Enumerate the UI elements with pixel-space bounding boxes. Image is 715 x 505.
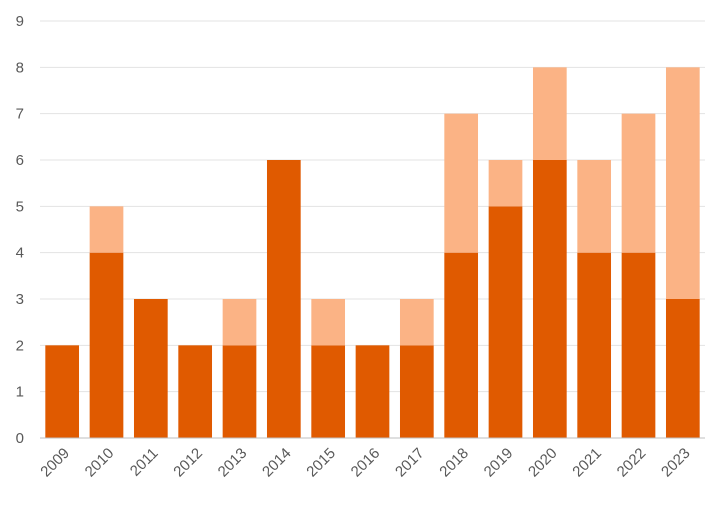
- bar-segment-2016-series-1: [355, 345, 390, 438]
- bar-segment-2014-series-1: [266, 160, 301, 438]
- x-tick-label-2020: 2020: [525, 445, 561, 481]
- y-tick-label: 8: [16, 59, 24, 76]
- bar-segment-2018-series-1: [444, 252, 479, 438]
- bar-segment-2011-series-1: [133, 299, 168, 438]
- y-tick-label: 4: [16, 245, 24, 262]
- bar-segment-2017-series-2: [399, 299, 434, 346]
- x-tick-label-2022: 2022: [614, 445, 650, 481]
- x-tick-label-2011: 2011: [127, 445, 162, 480]
- bar-segment-2021-series-1: [577, 252, 612, 438]
- y-tick-label: 7: [16, 106, 24, 123]
- x-tick-label-2023: 2023: [658, 445, 694, 481]
- bars: [45, 67, 700, 438]
- y-tick-label: 6: [16, 152, 24, 169]
- x-tick-label-2013: 2013: [215, 445, 251, 481]
- bar-segment-2023-series-1: [665, 299, 700, 438]
- bar-segment-2022-series-2: [621, 113, 656, 253]
- y-tick-label: 1: [16, 384, 24, 401]
- bar-segment-2023-series-2: [665, 67, 700, 299]
- y-tick-label: 5: [16, 198, 24, 215]
- bar-segment-2012-series-1: [178, 345, 213, 438]
- x-tick-label-2019: 2019: [481, 445, 517, 481]
- bar-segment-2010-series-1: [89, 252, 124, 438]
- x-tick-label-2015: 2015: [303, 445, 339, 481]
- bar-segment-2019-series-2: [488, 160, 523, 207]
- y-tick-label: 9: [16, 13, 24, 30]
- x-tick-label-2016: 2016: [348, 445, 384, 481]
- x-tick-label-2017: 2017: [392, 445, 428, 481]
- y-tick-label: 3: [16, 291, 24, 308]
- y-tick-label: 0: [16, 430, 24, 447]
- x-tick-label-2021: 2021: [569, 445, 605, 481]
- y-tick-label: 2: [16, 337, 24, 354]
- bar-segment-2021-series-2: [577, 160, 612, 253]
- bar-segment-2013-series-1: [222, 345, 257, 438]
- bar-segment-2018-series-2: [444, 113, 479, 253]
- x-tick-label-2014: 2014: [259, 445, 295, 481]
- x-tick-label-2018: 2018: [436, 445, 472, 481]
- bar-segment-2019-series-1: [488, 206, 523, 438]
- bar-segment-2015-series-1: [311, 345, 346, 438]
- bar-segment-2010-series-2: [89, 206, 124, 253]
- bar-segment-2022-series-1: [621, 252, 656, 438]
- x-tick-label-2012: 2012: [170, 445, 206, 481]
- bar-segment-2015-series-2: [311, 299, 346, 346]
- bar-segment-2020-series-2: [532, 67, 567, 160]
- x-tick-label-2010: 2010: [82, 445, 118, 481]
- bar-segment-2013-series-2: [222, 299, 257, 346]
- bar-segment-2009-series-1: [45, 345, 80, 438]
- bar-segment-2020-series-1: [532, 160, 567, 438]
- bar-segment-2017-series-1: [399, 345, 434, 438]
- x-tick-label-2009: 2009: [37, 445, 73, 481]
